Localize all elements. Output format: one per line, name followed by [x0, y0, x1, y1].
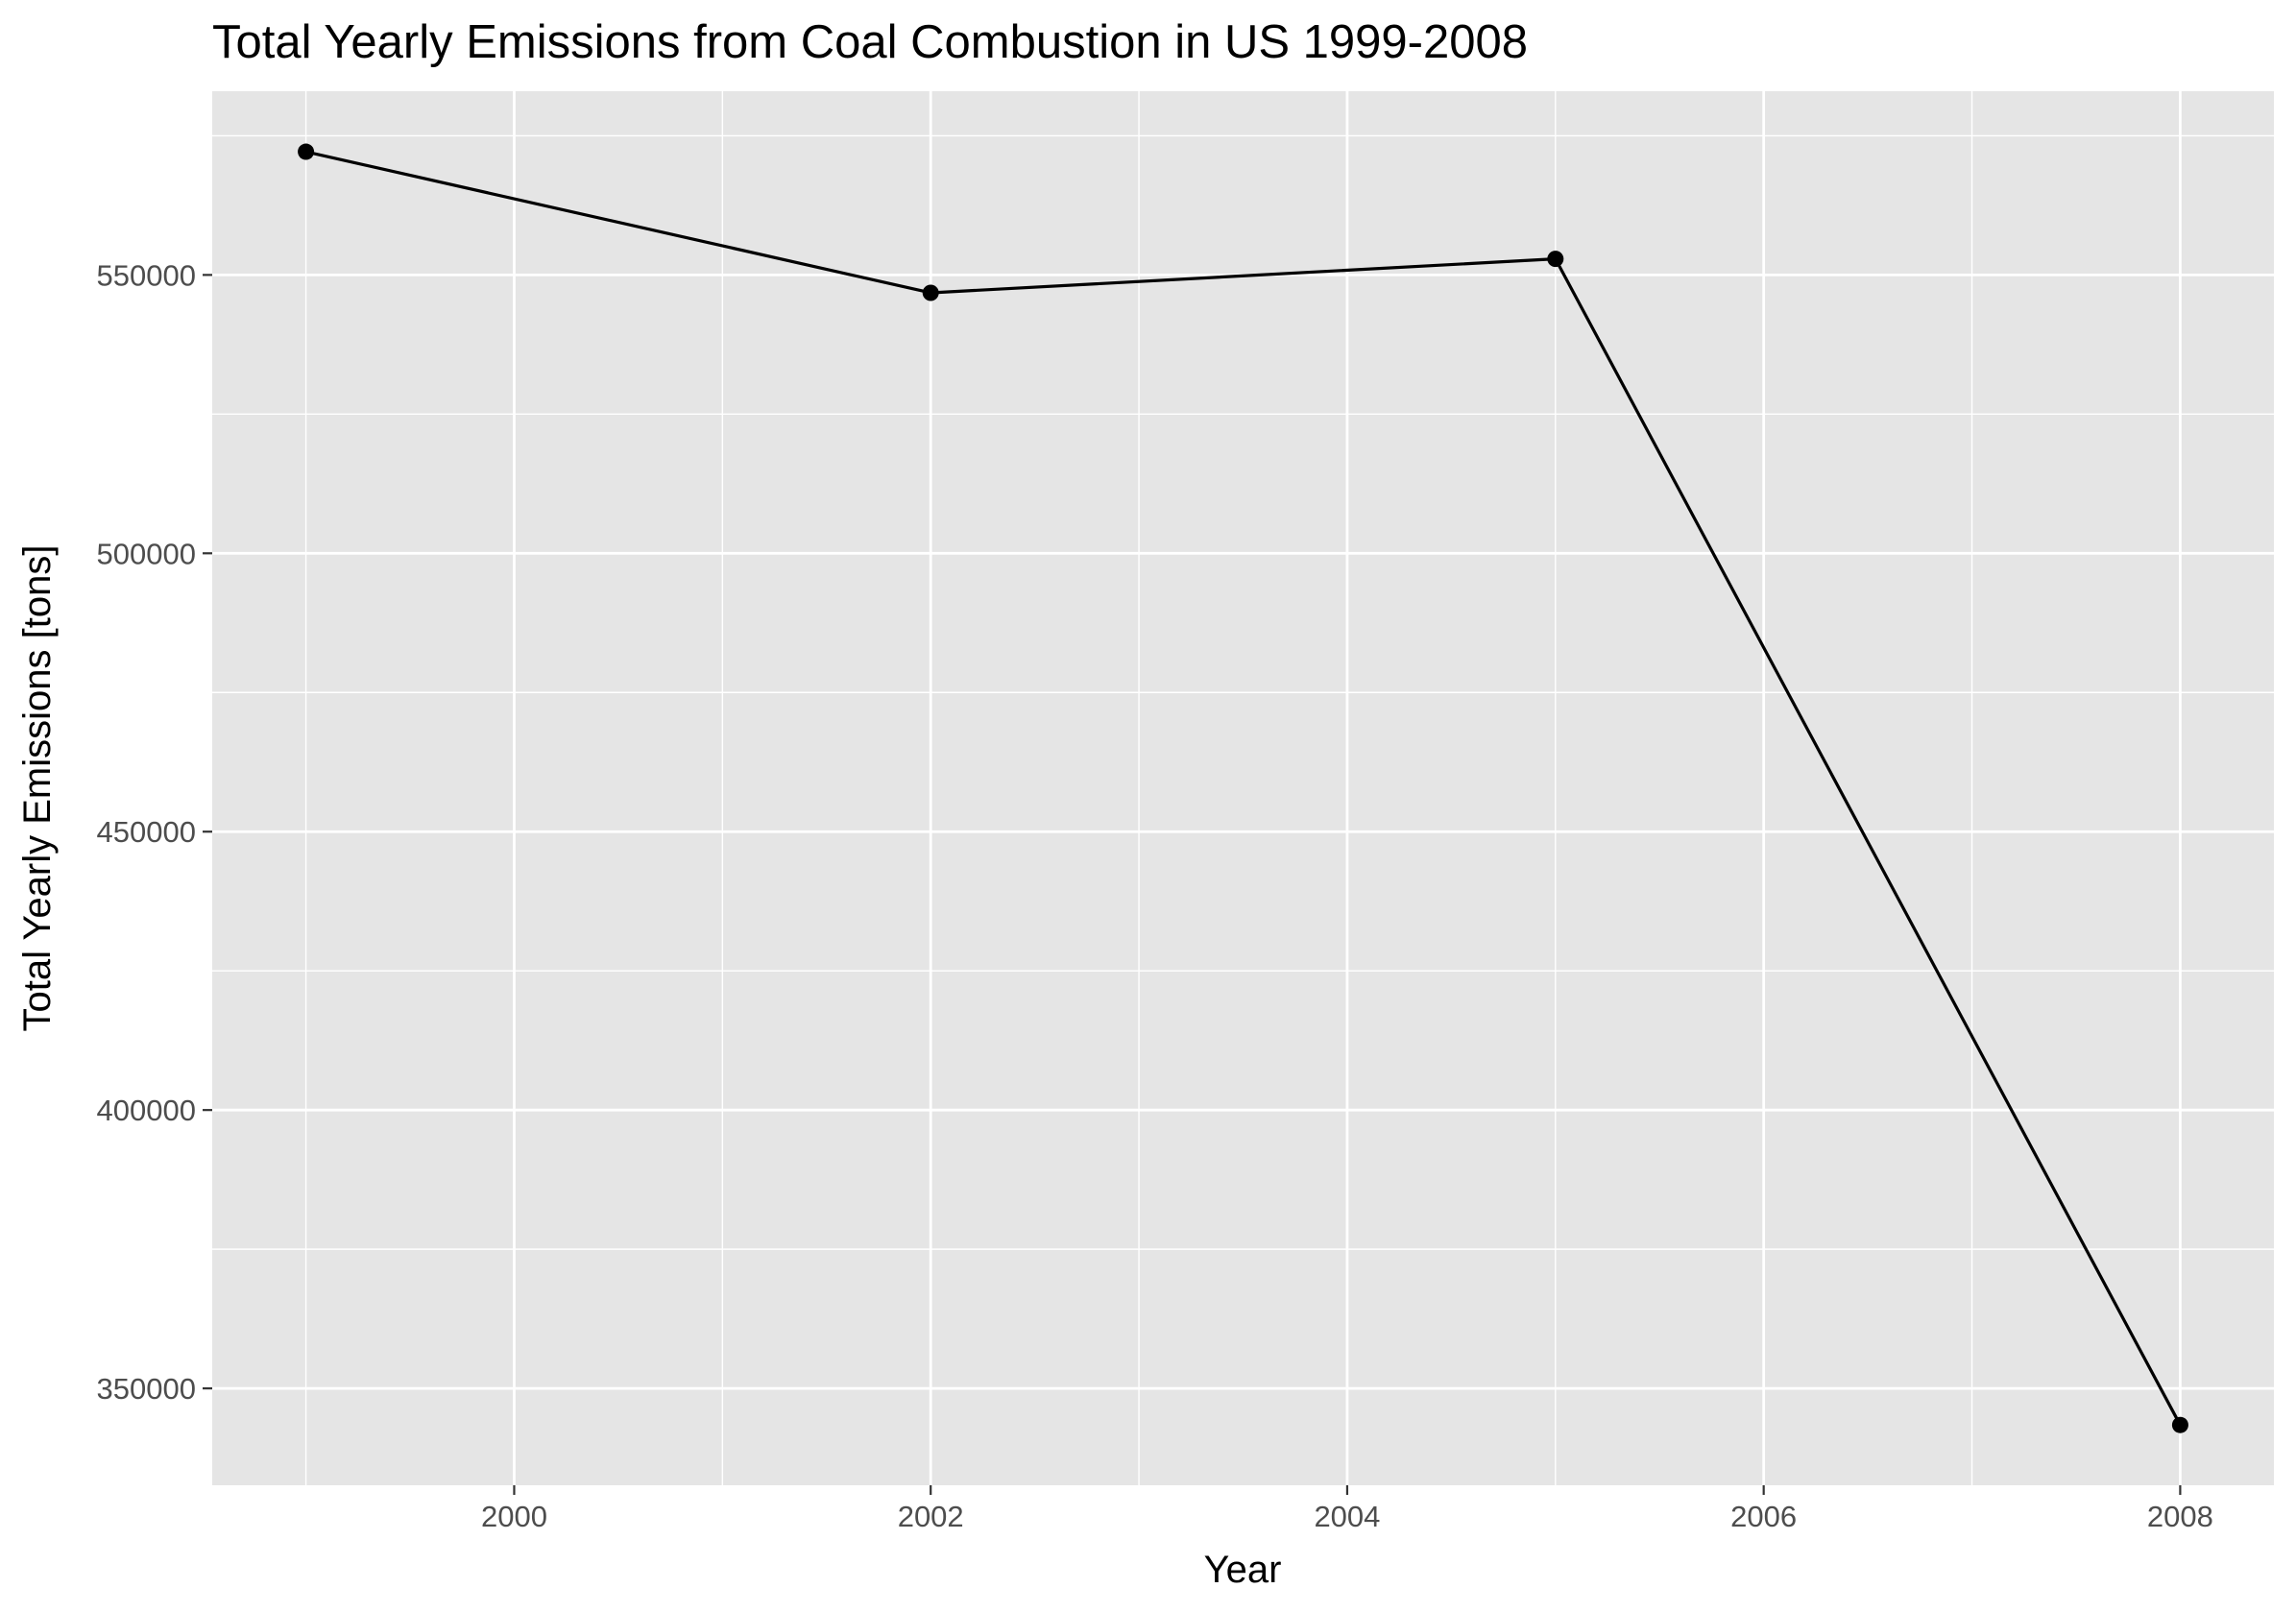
y-tick-label: 550000: [97, 258, 196, 292]
data-point-1999: [298, 143, 315, 160]
y-axis-title: Total Yearly Emissions [tons]: [16, 545, 59, 1032]
x-axis-tick-labels: 2000 2002 2004 2006 2008: [481, 1500, 2213, 1533]
data-point-2008: [2171, 1416, 2188, 1433]
y-tick-label: 350000: [97, 1372, 196, 1406]
x-tick-label: 2006: [1730, 1500, 1797, 1533]
y-tick-label: 450000: [97, 815, 196, 849]
x-tick-label: 2000: [481, 1500, 547, 1533]
plot-panel: [212, 91, 2274, 1485]
axis-ticks: [203, 274, 2182, 1495]
y-axis-tick-labels: 350000 400000 450000 500000 550000: [97, 258, 196, 1406]
chart-title: Total Yearly Emissions from Coal Combust…: [212, 16, 1528, 68]
data-point-2005: [1547, 251, 1564, 268]
major-gridlines: [212, 91, 2274, 1485]
x-tick-label: 2002: [898, 1500, 964, 1533]
y-tick-label: 500000: [97, 537, 196, 570]
series-line: [305, 150, 2182, 1426]
series-layer: [298, 143, 2188, 1433]
x-axis-title: Year: [1204, 1549, 1282, 1591]
x-tick-label: 2004: [1314, 1500, 1380, 1533]
x-tick-label: 2008: [2147, 1500, 2213, 1533]
y-tick-label: 400000: [97, 1094, 196, 1127]
minor-gridlines: [212, 91, 2274, 1485]
data-point-2002: [922, 284, 939, 301]
